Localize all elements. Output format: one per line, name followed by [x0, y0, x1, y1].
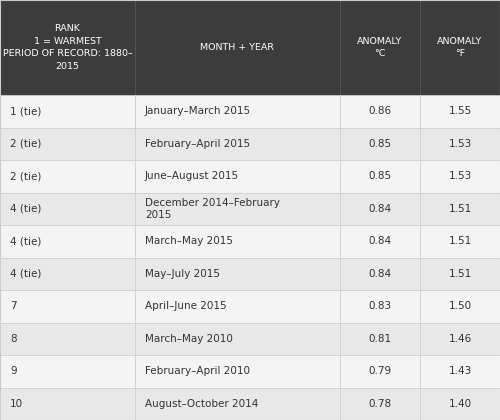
Text: 1.55: 1.55	[448, 106, 471, 116]
Text: May–July 2015: May–July 2015	[145, 269, 220, 279]
Text: 2 (tie): 2 (tie)	[10, 139, 42, 149]
Text: 2 (tie): 2 (tie)	[10, 171, 42, 181]
Bar	[0, 388, 135, 420]
Bar	[340, 95, 420, 128]
Text: 4 (tie): 4 (tie)	[10, 269, 42, 279]
Text: 1.46: 1.46	[448, 334, 471, 344]
Bar	[340, 323, 420, 355]
Text: April–June 2015: April–June 2015	[145, 301, 226, 311]
Text: 0.85: 0.85	[368, 139, 392, 149]
Bar	[420, 290, 500, 323]
Bar	[0, 355, 135, 388]
Text: 1.51: 1.51	[448, 236, 471, 246]
Bar	[135, 192, 340, 225]
Text: MONTH + YEAR: MONTH + YEAR	[200, 43, 274, 52]
Text: 4 (tie): 4 (tie)	[10, 236, 42, 246]
Text: 0.78: 0.78	[368, 399, 392, 409]
Bar	[0, 0, 135, 95]
Text: 1.53: 1.53	[448, 139, 471, 149]
Text: 4 (tie): 4 (tie)	[10, 204, 42, 214]
Bar	[420, 95, 500, 128]
Bar	[420, 257, 500, 290]
Text: ANOMALY
°C: ANOMALY °C	[358, 37, 403, 58]
Text: 1.53: 1.53	[448, 171, 471, 181]
Text: 0.84: 0.84	[368, 269, 392, 279]
Text: 7: 7	[10, 301, 16, 311]
Text: 0.83: 0.83	[368, 301, 392, 311]
Bar	[135, 225, 340, 257]
Text: 1.50: 1.50	[448, 301, 471, 311]
Bar	[340, 0, 420, 95]
Bar	[420, 192, 500, 225]
Bar	[0, 257, 135, 290]
Text: February–April 2010: February–April 2010	[145, 366, 250, 376]
Bar	[135, 257, 340, 290]
Text: 8: 8	[10, 334, 16, 344]
Text: 9: 9	[10, 366, 16, 376]
Bar	[0, 290, 135, 323]
Text: 0.84: 0.84	[368, 204, 392, 214]
Bar	[135, 0, 340, 95]
Bar	[135, 95, 340, 128]
Text: June–August 2015: June–August 2015	[145, 171, 239, 181]
Bar	[0, 128, 135, 160]
Bar	[340, 290, 420, 323]
Bar	[0, 323, 135, 355]
Bar	[340, 257, 420, 290]
Text: 10: 10	[10, 399, 23, 409]
Bar	[135, 355, 340, 388]
Text: January–March 2015: January–March 2015	[145, 106, 251, 116]
Text: March–May 2010: March–May 2010	[145, 334, 233, 344]
Text: 1.40: 1.40	[448, 399, 471, 409]
Bar	[135, 160, 340, 192]
Text: 0.84: 0.84	[368, 236, 392, 246]
Bar	[0, 95, 135, 128]
Text: 0.85: 0.85	[368, 171, 392, 181]
Bar	[420, 388, 500, 420]
Bar	[0, 160, 135, 192]
Bar	[135, 128, 340, 160]
Bar	[340, 388, 420, 420]
Bar	[340, 355, 420, 388]
Text: RANK
1 = WARMEST
PERIOD OF RECORD: 1880–
2015: RANK 1 = WARMEST PERIOD OF RECORD: 1880–…	[2, 24, 132, 71]
Text: February–April 2015: February–April 2015	[145, 139, 250, 149]
Text: 0.79: 0.79	[368, 366, 392, 376]
Bar	[340, 192, 420, 225]
Bar	[420, 225, 500, 257]
Text: 1.51: 1.51	[448, 269, 471, 279]
Text: August–October 2014: August–October 2014	[145, 399, 258, 409]
Bar	[420, 160, 500, 192]
Bar	[135, 388, 340, 420]
Text: ANOMALY
°F: ANOMALY °F	[438, 37, 482, 58]
Text: 1 (tie): 1 (tie)	[10, 106, 42, 116]
Text: 1.43: 1.43	[448, 366, 471, 376]
Bar	[135, 323, 340, 355]
Bar	[340, 225, 420, 257]
Text: December 2014–February
2015: December 2014–February 2015	[145, 197, 280, 220]
Text: 1.51: 1.51	[448, 204, 471, 214]
Bar	[420, 355, 500, 388]
Text: 0.81: 0.81	[368, 334, 392, 344]
Bar	[0, 192, 135, 225]
Bar	[420, 0, 500, 95]
Bar	[420, 323, 500, 355]
Bar	[0, 225, 135, 257]
Bar	[340, 160, 420, 192]
Text: March–May 2015: March–May 2015	[145, 236, 233, 246]
Bar	[420, 128, 500, 160]
Bar	[135, 290, 340, 323]
Text: 0.86: 0.86	[368, 106, 392, 116]
Bar	[340, 128, 420, 160]
